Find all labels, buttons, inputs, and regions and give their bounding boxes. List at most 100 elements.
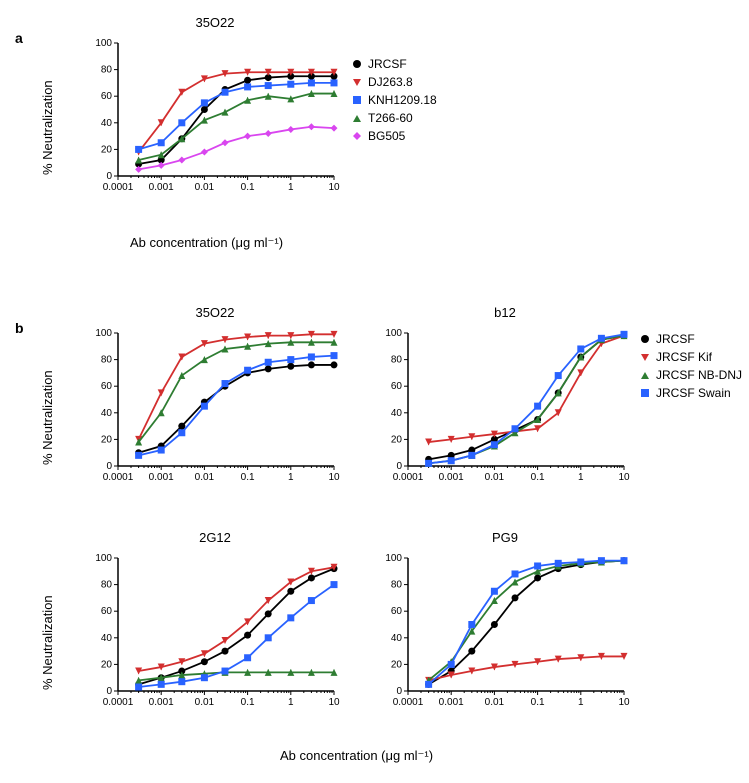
svg-text:100: 100 bbox=[385, 328, 402, 339]
svg-text:40: 40 bbox=[391, 633, 403, 644]
legend-label: JRCSF NB-DNJ bbox=[656, 368, 742, 382]
svg-text:0.1: 0.1 bbox=[241, 182, 255, 193]
svg-text:20: 20 bbox=[391, 659, 403, 670]
chart-b2-plot: 0204060801000.00010.0010.010.1110 bbox=[370, 325, 630, 500]
svg-text:10: 10 bbox=[328, 697, 340, 708]
legend-label: JRCSF Swain bbox=[656, 386, 731, 400]
chart-b1-plot: 0 20 40 60 80 100 0.0001 0.001 0.01 0.1 1 10 bbox=[80, 325, 340, 500]
legend-item: JRCSF NB-DNJ bbox=[638, 366, 742, 384]
svg-text:100: 100 bbox=[385, 553, 402, 564]
legend-marker-icon bbox=[638, 386, 652, 400]
svg-text:0: 0 bbox=[396, 686, 402, 697]
legend-marker-icon bbox=[350, 111, 364, 125]
svg-text:80: 80 bbox=[101, 65, 113, 76]
legend-marker-icon bbox=[638, 368, 652, 382]
svg-text:40: 40 bbox=[101, 633, 113, 644]
legend-marker-icon bbox=[350, 75, 364, 89]
svg-text:0.1: 0.1 bbox=[531, 697, 545, 708]
svg-text:0.001: 0.001 bbox=[439, 472, 464, 483]
y-axis-label-b1: % Neutralization bbox=[40, 370, 55, 465]
svg-text:1: 1 bbox=[578, 472, 584, 483]
svg-text:60: 60 bbox=[101, 606, 113, 617]
svg-text:0.1: 0.1 bbox=[241, 472, 255, 483]
svg-text:40: 40 bbox=[101, 118, 113, 129]
svg-text:1: 1 bbox=[578, 697, 584, 708]
legend-b: JRCSF JRCSF Kif JRCSF NB-DNJ JRCSF Swain bbox=[638, 330, 742, 402]
svg-text:1: 1 bbox=[288, 472, 294, 483]
svg-text:80: 80 bbox=[391, 580, 403, 591]
legend-marker-icon bbox=[350, 93, 364, 107]
svg-text:100: 100 bbox=[95, 38, 112, 49]
chart-b3-title: 2G12 bbox=[155, 530, 275, 545]
svg-text:0.001: 0.001 bbox=[439, 697, 464, 708]
legend-label: JRCSF bbox=[656, 332, 695, 346]
legend-label: BG505 bbox=[368, 129, 405, 143]
chart-b2-title: b12 bbox=[445, 305, 565, 320]
chart-b1-title: 35O22 bbox=[155, 305, 275, 320]
svg-text:0: 0 bbox=[106, 461, 112, 472]
svg-text:0.001: 0.001 bbox=[149, 697, 174, 708]
svg-text:60: 60 bbox=[101, 91, 113, 102]
legend-label: JRCSF Kif bbox=[656, 350, 712, 364]
svg-text:20: 20 bbox=[101, 659, 113, 670]
legend-item: JRCSF bbox=[638, 330, 742, 348]
chart-a-plot: 0 20 40 60 80 100 0.0001 0.001 0.01 0.1 1 10 bbox=[80, 35, 340, 210]
legend-label: DJ263.8 bbox=[368, 75, 413, 89]
legend-item: DJ263.8 bbox=[350, 73, 437, 91]
legend-marker-icon bbox=[638, 350, 652, 364]
svg-text:20: 20 bbox=[101, 144, 113, 155]
legend-item: BG505 bbox=[350, 127, 437, 145]
svg-text:60: 60 bbox=[391, 606, 403, 617]
svg-text:80: 80 bbox=[101, 355, 113, 366]
svg-text:10: 10 bbox=[328, 182, 340, 193]
svg-text:0.01: 0.01 bbox=[195, 697, 215, 708]
legend-label: KNH1209.18 bbox=[368, 93, 437, 107]
svg-text:0.0001: 0.0001 bbox=[103, 697, 134, 708]
svg-text:0.01: 0.01 bbox=[195, 182, 215, 193]
svg-text:10: 10 bbox=[618, 697, 630, 708]
svg-text:0.01: 0.01 bbox=[485, 697, 505, 708]
svg-text:0.0001: 0.0001 bbox=[103, 472, 134, 483]
legend-item: T266-60 bbox=[350, 109, 437, 127]
svg-text:40: 40 bbox=[101, 408, 113, 419]
chart-a-title: 35O22 bbox=[155, 15, 275, 30]
chart-b4-title: PG9 bbox=[445, 530, 565, 545]
svg-text:80: 80 bbox=[391, 355, 403, 366]
svg-text:100: 100 bbox=[95, 553, 112, 564]
svg-text:10: 10 bbox=[328, 472, 340, 483]
x-axis-label-b: Ab concentration (μg ml⁻¹) bbox=[280, 748, 433, 764]
panel-a-label: a bbox=[15, 30, 23, 46]
legend-item: JRCSF Swain bbox=[638, 384, 742, 402]
legend-label: JRCSF bbox=[368, 57, 407, 71]
svg-text:0.0001: 0.0001 bbox=[103, 182, 134, 193]
svg-text:1: 1 bbox=[288, 182, 294, 193]
svg-text:0.001: 0.001 bbox=[149, 472, 174, 483]
svg-text:60: 60 bbox=[391, 381, 403, 392]
legend-item: JRCSF Kif bbox=[638, 348, 742, 366]
svg-text:0.01: 0.01 bbox=[195, 472, 215, 483]
svg-text:40: 40 bbox=[391, 408, 403, 419]
svg-text:0.001: 0.001 bbox=[149, 182, 174, 193]
svg-text:0: 0 bbox=[106, 171, 112, 182]
svg-text:20: 20 bbox=[391, 434, 403, 445]
y-axis-label-b2: % Neutralization bbox=[40, 595, 55, 690]
svg-text:60: 60 bbox=[101, 381, 113, 392]
y-axis-label-a: % Neutralization bbox=[40, 80, 55, 175]
svg-text:1: 1 bbox=[288, 697, 294, 708]
legend-item: KNH1209.18 bbox=[350, 91, 437, 109]
legend-a: JRCSF DJ263.8 KNH1209.18 T266-60 BG505 bbox=[350, 55, 437, 145]
legend-item: JRCSF bbox=[350, 55, 437, 73]
svg-text:100: 100 bbox=[95, 328, 112, 339]
svg-text:0.1: 0.1 bbox=[241, 697, 255, 708]
svg-text:20: 20 bbox=[101, 434, 113, 445]
legend-marker-icon bbox=[638, 332, 652, 346]
svg-text:0: 0 bbox=[106, 686, 112, 697]
panel-b-label: b bbox=[15, 320, 24, 336]
legend-marker-icon bbox=[350, 57, 364, 71]
svg-text:0.0001: 0.0001 bbox=[393, 472, 424, 483]
chart-b3-plot: 0 20 40 60 80 100 0.0001 0.001 0.01 0.1 1 10 bbox=[80, 550, 340, 725]
svg-text:80: 80 bbox=[101, 580, 113, 591]
x-axis-label-a: Ab concentration (μg ml⁻¹) bbox=[130, 235, 283, 251]
svg-text:0.01: 0.01 bbox=[485, 472, 505, 483]
svg-text:0: 0 bbox=[396, 461, 402, 472]
